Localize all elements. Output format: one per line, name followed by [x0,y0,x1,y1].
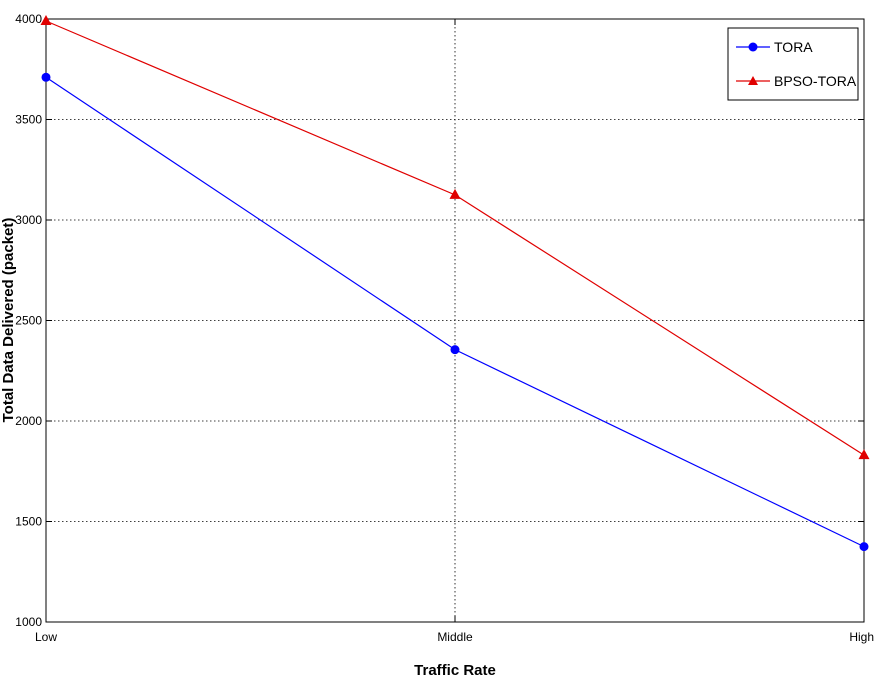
y-tick-label: 2500 [15,314,42,328]
legend-box [727,27,859,101]
data-point-tora [450,345,460,355]
y-tick-label: 1000 [15,615,42,629]
data-point-bpso-tora [858,449,870,460]
data-point-tora [859,542,869,552]
x-tick-label: Middle [437,630,473,644]
y-tick-label: 4000 [15,12,42,26]
y-tick-label: 1500 [15,515,42,529]
y-axis-label: Total Data Delivered (packet) [0,218,17,423]
x-axis-label: Traffic Rate [414,662,496,679]
x-tick-label: High [849,630,874,644]
y-tick-label: 2000 [15,414,42,428]
data-point-bpso-tora [40,15,52,26]
x-tick-label: Low [35,630,57,644]
y-tick-label: 3000 [15,213,42,227]
series-layer [40,15,870,552]
data-point-bpso-tora [449,188,461,199]
tick-layer: 1000 1500 2000 2500 3000 3500 4000 Low Middle Hig… [15,12,874,644]
legend-marker-bpso-tora [748,76,758,85]
legend-label-bpso-tora: BPSO-TORA [774,73,857,89]
grid-layer [46,19,864,622]
data-point-tora [41,72,51,82]
legend: TORA BPSO-TORA [727,27,859,101]
legend-marker-tora [748,42,758,52]
legend-label-tora: TORA [774,39,813,55]
y-tick-label: 3500 [15,113,42,127]
